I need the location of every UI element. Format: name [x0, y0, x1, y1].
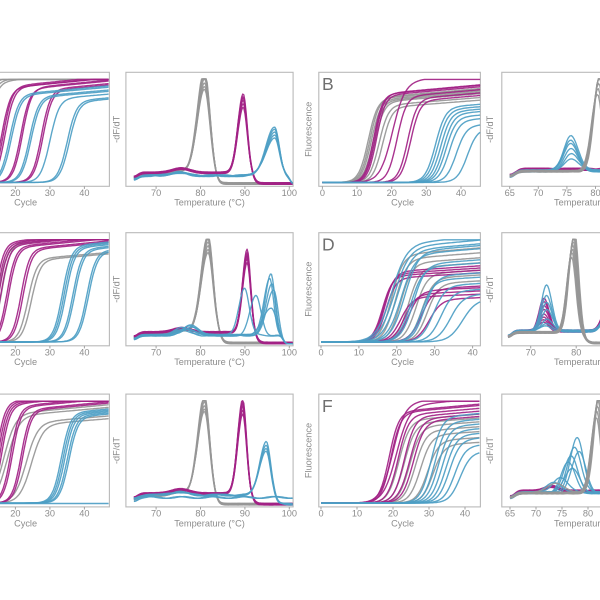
svg-text:65: 65	[505, 188, 515, 198]
svg-text:70: 70	[151, 188, 161, 198]
svg-text:20: 20	[392, 348, 402, 358]
svg-text:75: 75	[562, 188, 572, 198]
svg-text:80: 80	[195, 188, 205, 198]
svg-text:75: 75	[557, 509, 567, 519]
svg-text:20: 20	[10, 348, 20, 358]
svg-text:80: 80	[590, 188, 600, 198]
svg-text:10: 10	[354, 348, 364, 358]
svg-text:40: 40	[79, 509, 89, 519]
svg-text:70: 70	[531, 509, 541, 519]
svg-text:90: 90	[240, 509, 250, 519]
svg-text:-dF/dT: -dF/dT	[485, 275, 495, 302]
svg-text:10: 10	[352, 509, 362, 519]
svg-text:Cycle: Cycle	[14, 198, 37, 208]
svg-text:100: 100	[282, 188, 297, 198]
svg-text:40: 40	[79, 188, 89, 198]
svg-text:Fluorescence: Fluorescence	[304, 102, 314, 157]
svg-text:40: 40	[79, 348, 89, 358]
svg-text:70: 70	[151, 348, 161, 358]
svg-text:B: B	[322, 74, 334, 94]
svg-text:-dF/dT: -dF/dT	[112, 437, 122, 464]
svg-text:Temperature (°C): Temperature (°C)	[554, 198, 600, 208]
svg-text:Cycle: Cycle	[14, 518, 37, 528]
svg-text:-dF/dT: -dF/dT	[112, 115, 122, 142]
svg-text:0: 0	[318, 509, 323, 519]
svg-text:80: 80	[195, 348, 205, 358]
svg-text:-dF/dT: -dF/dT	[112, 275, 122, 302]
svg-text:80: 80	[583, 509, 593, 519]
svg-text:Cycle: Cycle	[391, 198, 414, 208]
svg-text:40: 40	[456, 188, 466, 198]
svg-text:80: 80	[195, 509, 205, 519]
svg-text:0: 0	[318, 348, 323, 358]
svg-text:30: 30	[45, 509, 55, 519]
svg-text:80: 80	[571, 348, 581, 358]
svg-text:10: 10	[352, 188, 362, 198]
svg-text:40: 40	[460, 509, 470, 519]
svg-text:70: 70	[526, 348, 536, 358]
svg-text:70: 70	[151, 509, 161, 519]
svg-text:Cycle: Cycle	[391, 357, 414, 367]
svg-text:90: 90	[240, 348, 250, 358]
svg-text:40: 40	[467, 348, 477, 358]
svg-text:100: 100	[282, 509, 297, 519]
svg-text:-dF/dT: -dF/dT	[485, 115, 495, 142]
svg-text:20: 20	[387, 188, 397, 198]
svg-text:30: 30	[45, 188, 55, 198]
svg-text:D: D	[322, 235, 335, 255]
svg-text:90: 90	[240, 188, 250, 198]
svg-text:Cycle: Cycle	[14, 357, 37, 367]
svg-text:Cycle: Cycle	[391, 518, 414, 528]
svg-text:Temperature (°C): Temperature (°C)	[554, 357, 600, 367]
svg-text:0: 0	[320, 188, 325, 198]
svg-text:30: 30	[45, 348, 55, 358]
svg-text:30: 30	[421, 188, 431, 198]
svg-text:Temperature (°C): Temperature (°C)	[174, 198, 245, 208]
svg-text:Temperature (°C): Temperature (°C)	[554, 518, 600, 528]
svg-text:Fluorescence: Fluorescence	[304, 423, 314, 478]
svg-text:Fluorescence: Fluorescence	[304, 262, 314, 317]
svg-text:30: 30	[430, 348, 440, 358]
svg-text:100: 100	[282, 348, 297, 358]
svg-text:Temperature (°C): Temperature (°C)	[174, 357, 245, 367]
svg-text:-dF/dT: -dF/dT	[485, 437, 495, 464]
svg-text:70: 70	[533, 188, 543, 198]
svg-text:20: 20	[10, 509, 20, 519]
svg-text:F: F	[322, 396, 333, 416]
svg-text:65: 65	[505, 509, 515, 519]
svg-text:20: 20	[10, 188, 20, 198]
svg-text:30: 30	[424, 509, 434, 519]
svg-text:Temperature (°C): Temperature (°C)	[174, 518, 245, 528]
svg-text:20: 20	[388, 509, 398, 519]
